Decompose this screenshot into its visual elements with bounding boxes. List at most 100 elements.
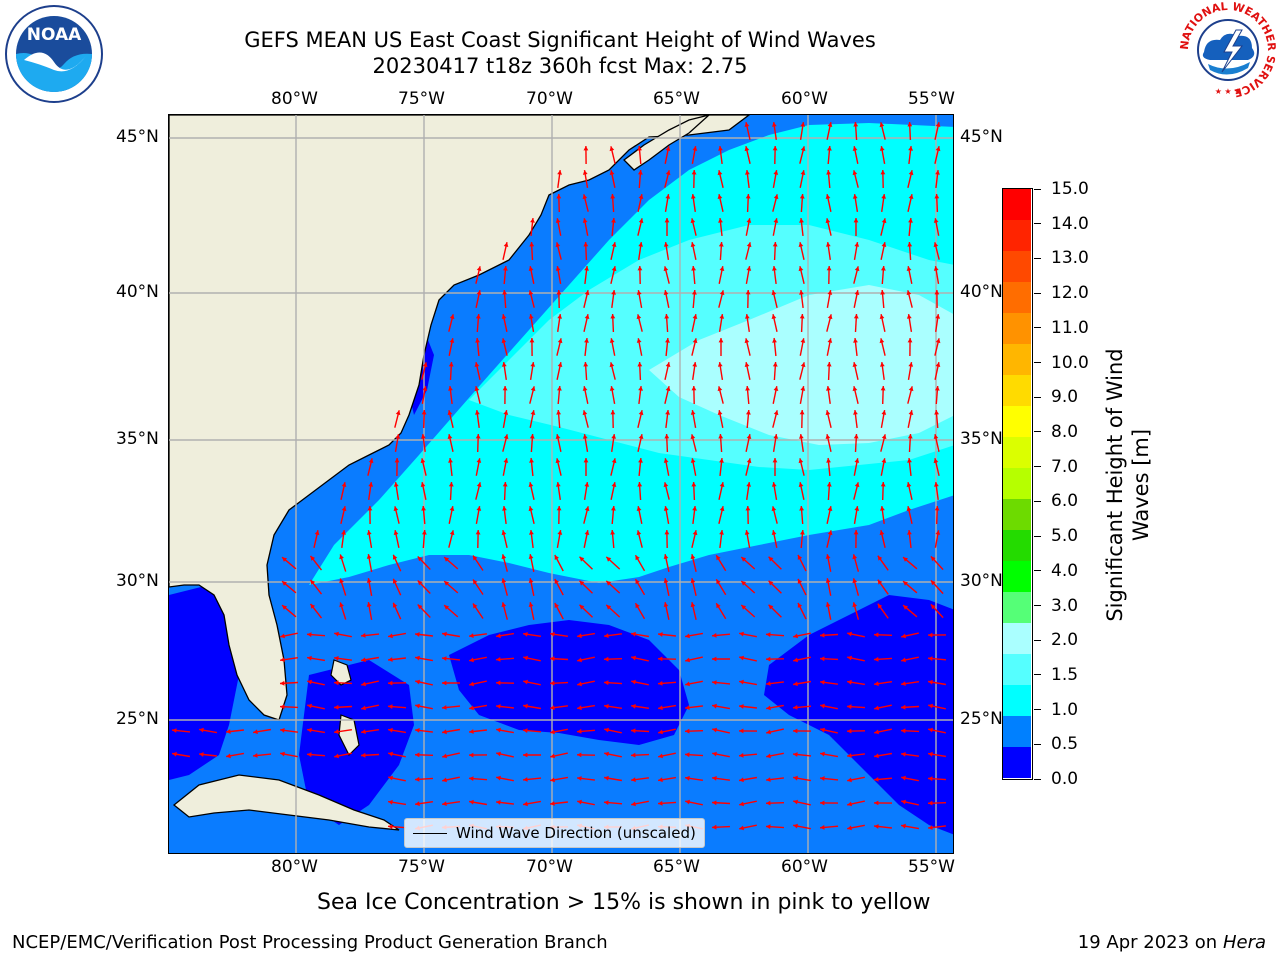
wave-direction-arrowhead (793, 823, 798, 829)
wave-direction-arrowhead (798, 242, 804, 247)
wave-direction-arrowhead (800, 362, 806, 368)
wave-direction-arrowhead (635, 579, 640, 585)
wave-direction-arrowhead (716, 603, 721, 609)
wave-direction-arrowhead (901, 799, 906, 805)
wave-direction-arrowhead (797, 578, 803, 584)
wave-direction-arrowhead (854, 290, 860, 295)
wave-direction-arrowhead (501, 602, 507, 608)
wave-direction-arrowhead (800, 146, 806, 152)
footer-host: Hera (1222, 932, 1266, 953)
wave-direction-arrowhead (773, 218, 779, 223)
wave-direction-arrowhead (690, 218, 696, 224)
wave-direction-arrowhead (793, 799, 798, 805)
wave-direction-arrowhead (799, 410, 805, 415)
wave-direction-arrowhead (847, 631, 852, 637)
svg-text:NOAA: NOAA (27, 25, 82, 45)
wave-direction-arrowhead (852, 386, 858, 392)
wave-direction-arrowhead (502, 482, 508, 487)
wave-direction-arrowhead (820, 727, 825, 733)
wave-direction-arrowhead (901, 752, 906, 757)
wave-direction-arrowhead (930, 580, 936, 586)
colorbar-tick-label: 1.5 (1034, 666, 1078, 684)
wave-direction-arrowhead (907, 122, 913, 127)
wave-direction-arrowhead (447, 410, 453, 416)
wave-direction-arrowhead (550, 753, 555, 759)
wave-direction-arrowhead (556, 290, 562, 295)
wave-direction-arrowhead (820, 800, 825, 806)
wave-direction-arrowhead (473, 579, 478, 585)
wave-direction-arrowhead (933, 218, 939, 223)
wave-direction-arrowhead (610, 530, 615, 535)
wave-direction-arrowhead (745, 194, 751, 199)
colorbar-segment (1003, 623, 1031, 655)
wave-direction-arrowhead (903, 557, 908, 562)
wave-direction-arrowhead (280, 657, 285, 662)
wave-direction-arrowhead (719, 506, 725, 512)
wave-direction-arrowhead (606, 580, 612, 586)
wave-direction-arrowhead (582, 386, 588, 391)
wave-direction-arrowhead (341, 482, 347, 487)
wave-direction-arrowhead (797, 554, 803, 560)
wave-direction-arrowhead (361, 681, 366, 687)
wave-direction-arrowhead (739, 825, 744, 831)
wave-direction-arrowhead (611, 290, 616, 295)
wave-direction-arrowhead (448, 458, 453, 463)
wave-direction-arrowhead (658, 681, 663, 686)
wave-direction-arrowhead (877, 579, 883, 585)
map-legend: Wind Wave Direction (unscaled) (404, 818, 705, 848)
wave-direction-arrowhead (746, 410, 751, 415)
wave-direction-arrowhead (417, 604, 423, 610)
wave-direction-arrowhead (501, 530, 507, 536)
lon-label-top-55w: 55°W (908, 89, 955, 109)
wave-direction-arrowhead (854, 482, 860, 488)
wave-direction-arrowhead (825, 554, 831, 559)
wave-direction-arrowhead (415, 752, 420, 758)
wave-direction-arrowhead (501, 338, 507, 344)
wave-direction-arrowhead (579, 580, 585, 586)
wave-direction-arrowhead (880, 170, 886, 175)
wave-direction-arrowhead (901, 775, 906, 781)
wave-direction-arrowhead (665, 362, 671, 367)
colorbar-segment (1003, 437, 1031, 469)
wave-direction-arrowhead (582, 194, 588, 200)
wave-direction-arrowhead (692, 362, 697, 367)
wave-direction-arrowhead (768, 556, 774, 562)
wave-direction-arrowhead (879, 314, 885, 319)
colorbar-segment (1003, 716, 1031, 748)
wave-direction-arrowhead (772, 146, 778, 151)
wave-direction-arrowhead (800, 386, 806, 391)
wave-direction-arrowhead (556, 506, 562, 511)
wave-direction-arrowhead (874, 753, 879, 759)
wave-direction-arrowhead (853, 338, 858, 343)
wave-direction-arrowhead (339, 554, 344, 560)
wave-direction-arrowhead (712, 727, 717, 733)
wave-direction-arrowhead (609, 146, 615, 152)
colorbar-segment (1003, 189, 1031, 221)
wave-direction-arrowhead (847, 777, 852, 783)
wave-direction-arrowhead (555, 434, 561, 439)
wave-direction-arrowhead (853, 314, 859, 319)
wave-direction-arrowhead (554, 579, 559, 584)
wave-direction-arrowhead (691, 266, 696, 271)
wave-direction-arrowhead (880, 362, 885, 367)
wave-direction-arrowhead (853, 530, 859, 535)
wave-direction-arrowhead (712, 680, 717, 685)
wave-direction-arrowhead (658, 777, 663, 783)
wave-direction-arrowhead (820, 632, 825, 638)
wave-direction-arrowhead (604, 775, 609, 781)
wave-direction-arrowhead (475, 410, 480, 415)
wave-direction-arrowhead (741, 581, 747, 586)
wave-direction-arrowhead (664, 434, 670, 439)
wave-direction-arrowhead (473, 603, 478, 609)
wave-direction-arrowhead (793, 681, 798, 687)
wave-direction-arrowhead (529, 434, 535, 439)
wave-direction-arrowhead (253, 729, 258, 735)
wave-direction-arrowhead (528, 554, 534, 559)
wave-direction-arrowhead (766, 656, 771, 662)
wave-direction-arrowhead (719, 314, 725, 319)
wave-direction-arrowhead (935, 146, 941, 152)
wave-direction-arrowhead (773, 194, 779, 200)
wave-direction-arrowhead (935, 170, 940, 175)
lat-label-left-30n: 30°N (116, 571, 159, 591)
wave-direction-arrowhead (928, 751, 933, 757)
